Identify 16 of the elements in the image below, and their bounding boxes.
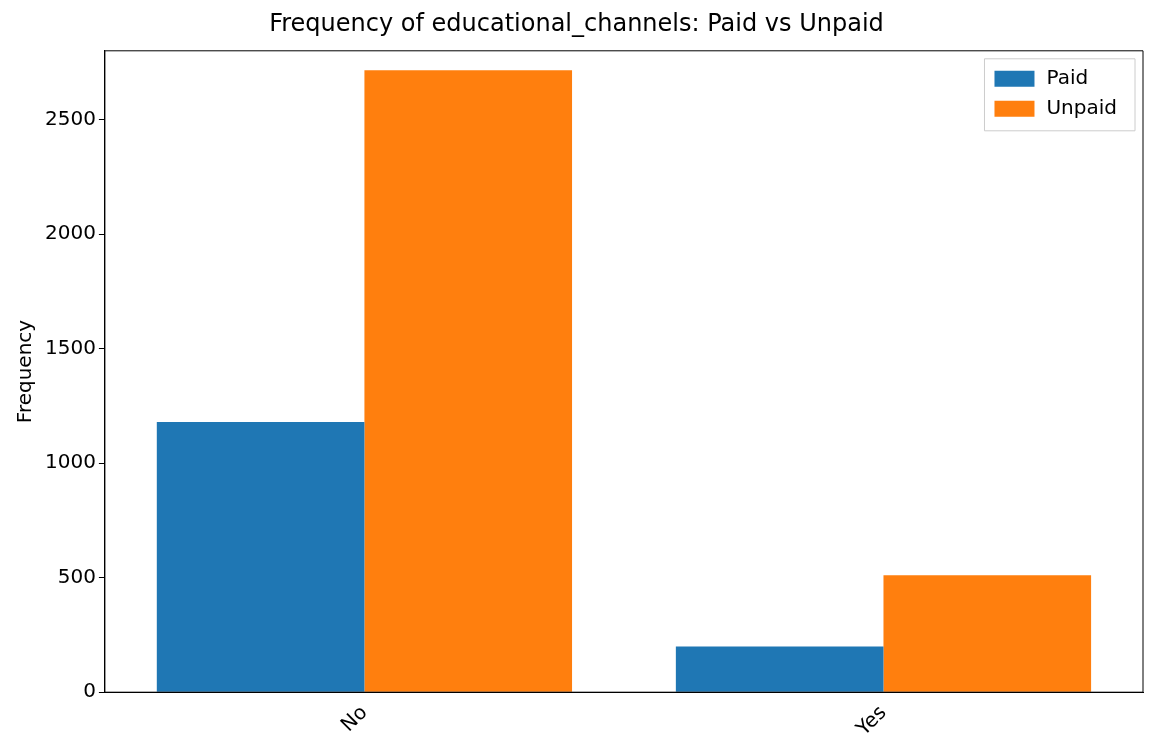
y-tick-label: 1500 [44, 334, 96, 359]
y-tick-label: 1000 [44, 449, 96, 474]
bar [883, 575, 1092, 692]
legend-label: Unpaid [1046, 95, 1118, 119]
y-tick-label: 2500 [44, 105, 96, 130]
bar [156, 421, 365, 692]
bar [675, 646, 884, 692]
x-tick-label: Yes [850, 699, 891, 741]
x-tick-label: No [335, 699, 372, 737]
y-tick-label: 0 [83, 678, 96, 703]
chart-title: Frequency of educational_channels: Paid vs Unpaid [269, 8, 884, 37]
legend-label: Paid [1046, 65, 1089, 89]
y-tick-label: 2000 [44, 220, 96, 245]
bar [364, 70, 573, 692]
y-axis-title: Frequency [12, 319, 37, 424]
y-tick-label: 500 [57, 563, 96, 588]
